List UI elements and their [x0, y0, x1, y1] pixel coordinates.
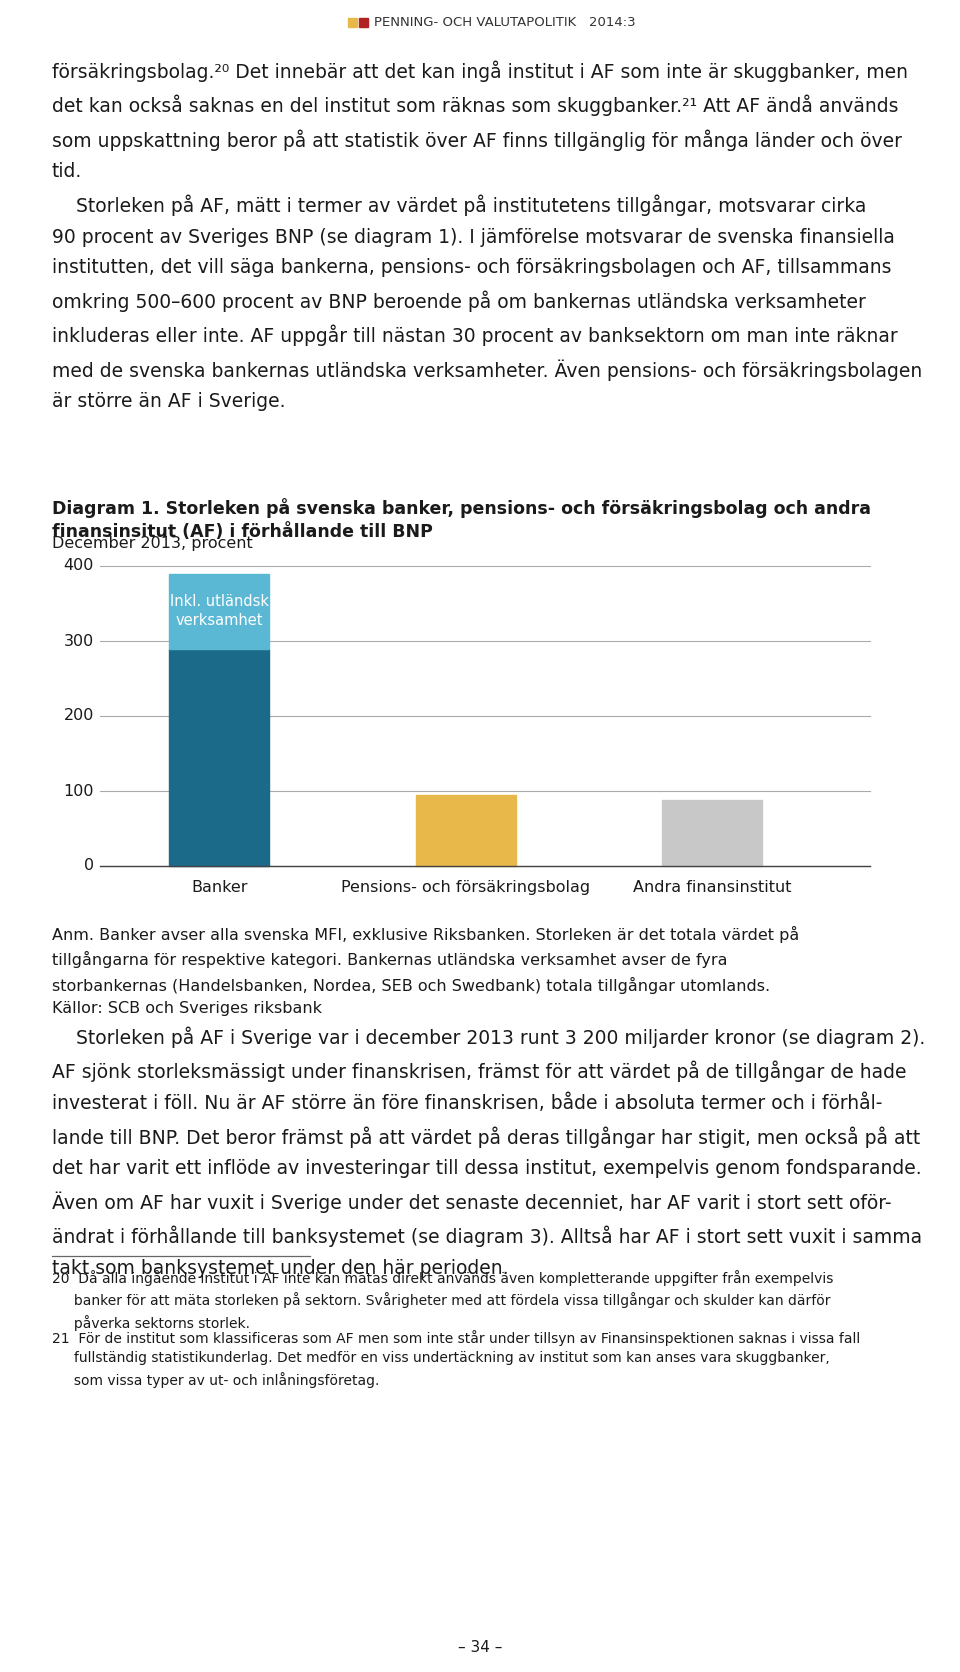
Bar: [348, 18, 357, 27]
Text: Andra finansinstitut: Andra finansinstitut: [633, 879, 791, 895]
Text: 0: 0: [84, 858, 94, 873]
Text: 300: 300: [63, 634, 94, 649]
Text: 20  Då alla ingående institut i AF inte kan mätas direkt används även kompletter: 20 Då alla ingående institut i AF inte k…: [52, 1271, 833, 1331]
Text: 100: 100: [63, 784, 94, 799]
Text: Banker: Banker: [191, 879, 248, 895]
Text: December 2013, procent: December 2013, procent: [52, 537, 252, 552]
Text: försäkringsbolag.²⁰ Det innebär att det kan ingå institut i AF som inte är skugg: försäkringsbolag.²⁰ Det innebär att det …: [52, 60, 908, 181]
Bar: [416, 794, 516, 866]
Bar: [169, 573, 270, 649]
Bar: [169, 649, 270, 866]
Text: Inkl. utländsk
verksamhet: Inkl. utländsk verksamhet: [170, 594, 269, 629]
Bar: [662, 799, 762, 866]
Bar: [359, 18, 368, 27]
Text: 21  För de institut som klassificeras som AF men som inte står under tillsyn av : 21 För de institut som klassificeras som…: [52, 1329, 860, 1388]
Text: Diagram 1. Storleken på svenska banker, pensions- och försäkringsbolag och andra: Diagram 1. Storleken på svenska banker, …: [52, 498, 871, 540]
Text: Anm. Banker avser alla svenska MFI, exklusive Riksbanken. Storleken är det total: Anm. Banker avser alla svenska MFI, exkl…: [52, 926, 800, 1017]
Text: Storleken på AF, mätt i termer av värdet på institutetens tillgångar, motsvarar : Storleken på AF, mätt i termer av värdet…: [52, 196, 923, 411]
Text: 400: 400: [63, 558, 94, 573]
Text: 200: 200: [63, 709, 94, 724]
Text: Pensions- och försäkringsbolag: Pensions- och försäkringsbolag: [341, 879, 590, 895]
Text: Storleken på AF i Sverige var i december 2013 runt 3 200 miljarder kronor (se di: Storleken på AF i Sverige var i december…: [52, 1027, 925, 1277]
Text: – 34 –: – 34 –: [458, 1640, 502, 1655]
Text: PENNING- OCH VALUTAPOLITIK   2014:3: PENNING- OCH VALUTAPOLITIK 2014:3: [374, 17, 636, 28]
